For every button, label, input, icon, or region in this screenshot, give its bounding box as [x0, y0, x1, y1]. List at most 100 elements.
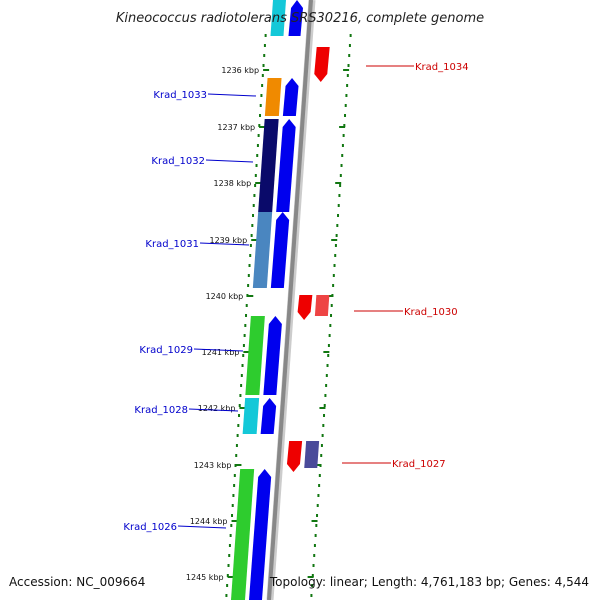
outer-reverse-guide-dot — [332, 284, 335, 287]
tick-mark — [227, 576, 234, 578]
outer-forward-guide-dot — [254, 184, 257, 187]
arrow-Krad_1031 — [270, 212, 290, 288]
outer-reverse-guide-dot — [348, 54, 351, 57]
gene-Krad_1026 — [231, 469, 255, 600]
tick-mark — [231, 520, 238, 522]
outer-forward-guide-dot — [244, 324, 247, 327]
outer-forward-guide-dot — [249, 254, 252, 257]
genome-backbone — [267, 0, 313, 600]
outer-reverse-guide-dot — [311, 584, 314, 587]
outer-reverse-guide-dot — [315, 524, 318, 527]
outer-reverse-guide-dot — [318, 484, 321, 487]
outer-reverse-guide-dot — [339, 184, 342, 187]
gene-Krad_1029 — [245, 316, 265, 395]
outer-reverse-guide-dot — [340, 164, 343, 167]
gene-label-Krad_1031[interactable]: Krad_1031 — [145, 239, 199, 250]
gene-Krad_1030 — [314, 295, 330, 316]
outer-reverse-guide-dot — [323, 414, 326, 417]
outer-reverse-guide-dot — [325, 384, 328, 387]
tick-label: 1240 kbp — [206, 292, 244, 301]
arrow-Krad_1027 — [286, 441, 303, 472]
outer-forward-guide-dot — [233, 484, 236, 487]
tick-mark — [235, 464, 242, 466]
gene-label-Krad_1029[interactable]: Krad_1029 — [139, 345, 193, 356]
gene-features — [231, 0, 330, 600]
tick-mark-right — [311, 520, 318, 522]
outer-forward-guide-dot — [259, 104, 262, 107]
tick-label: 1241 kbp — [202, 348, 240, 357]
outer-forward-guide-dot — [238, 404, 241, 407]
outer-forward-guide-dot — [253, 194, 256, 197]
tick-mark-right — [323, 351, 330, 353]
outer-forward-guide-dot — [256, 144, 259, 147]
outer-forward-guide-dot — [260, 94, 263, 97]
arrow-Krad_1032 — [276, 119, 296, 212]
outer-forward-guide-dot — [229, 534, 232, 537]
tick-label: 1243 kbp — [194, 461, 232, 470]
gene-label-Krad_1030[interactable]: Krad_1030 — [404, 307, 458, 318]
tick-mark-right — [335, 182, 342, 184]
outer-forward-guide-dot — [230, 524, 233, 527]
leader-line — [193, 348, 244, 352]
tick-mark-right — [319, 407, 326, 409]
arrow-Krad_1030 — [297, 295, 313, 320]
outer-forward-guide-dot — [226, 574, 229, 577]
tick-mark-right — [339, 126, 346, 128]
outer-reverse-guide-dot — [346, 74, 349, 77]
outer-forward-guide-dot — [227, 564, 230, 567]
outer-reverse-guide-dot — [310, 594, 313, 597]
outer-reverse-guide-dot — [325, 374, 328, 377]
outer-reverse-guide-dot — [324, 394, 327, 397]
topology-text: Topology: linear; Length: 4,761,183 bp; … — [269, 575, 589, 589]
outer-forward-guide-dot — [254, 174, 257, 177]
map-title: Kineococcus radiotolerans SRS30216, comp… — [116, 11, 484, 26]
outer-forward-guide-dot — [252, 204, 255, 207]
outer-reverse-guide-dot — [337, 204, 340, 207]
outer-reverse-guide-dot — [329, 324, 332, 327]
outer-reverse-guide-dot — [342, 134, 345, 137]
gene-Krad_1033 — [264, 78, 282, 116]
outer-forward-guide-dot — [238, 414, 241, 417]
outer-forward-guide-dot — [226, 584, 229, 587]
outer-reverse-guide-dot — [312, 564, 315, 567]
outer-reverse-guide-dot — [330, 314, 333, 317]
outer-reverse-guide-dot — [348, 44, 351, 47]
gene-label-Krad_1032[interactable]: Krad_1032 — [151, 156, 205, 167]
tick-label: 1239 kbp — [209, 236, 247, 245]
outer-reverse-guide-dot — [317, 494, 320, 497]
gene-top-cut — [270, 0, 286, 36]
gene-label-Krad_1028[interactable]: Krad_1028 — [134, 405, 188, 416]
outer-reverse-guide-dot — [346, 84, 349, 87]
outer-forward-guide-dot — [264, 34, 267, 37]
gene-label-Krad_1033[interactable]: Krad_1033 — [153, 90, 207, 101]
leader-line — [207, 93, 257, 97]
arrow-Krad_1028 — [260, 398, 277, 434]
outer-forward-guide-dot — [258, 124, 261, 127]
gene-label-Krad_1027[interactable]: Krad_1027 — [392, 459, 446, 470]
outer-forward-guide-dot — [247, 284, 250, 287]
gene-labels: Krad_1033 Krad_1032 Krad_1031 Krad_1029 Krad… — [123, 62, 468, 533]
arrow-Krad_1026 — [249, 469, 272, 600]
outer-forward-guide-dot — [248, 264, 251, 267]
outer-forward-guide-dot — [231, 504, 234, 507]
gene-label-Krad_1034[interactable]: Krad_1034 — [415, 62, 469, 73]
outer-reverse-guide-dot — [347, 64, 350, 67]
outer-forward-guide-dot — [261, 74, 264, 77]
gene-label-Krad_1026[interactable]: Krad_1026 — [123, 522, 177, 533]
outer-reverse-guide-dot — [344, 104, 347, 107]
tick-mark-right — [331, 239, 338, 241]
outer-forward-guide-dot — [252, 214, 255, 217]
outer-forward-guide-dot — [233, 474, 236, 477]
outer-reverse-guide-dot — [326, 364, 329, 367]
outer-reverse-guide-dot — [334, 244, 337, 247]
tick-mark — [259, 126, 266, 128]
outer-forward-guide-dot — [225, 594, 228, 597]
outer-reverse-guide-dot — [343, 124, 346, 127]
outer-forward-guide-dot — [255, 164, 258, 167]
tick-mark-right — [343, 69, 350, 71]
outer-reverse-guide-dot — [336, 224, 339, 227]
outer-reverse-guide-dot — [320, 444, 323, 447]
gene-Krad_1028 — [242, 398, 260, 434]
outer-forward-guide-dot — [242, 344, 245, 347]
